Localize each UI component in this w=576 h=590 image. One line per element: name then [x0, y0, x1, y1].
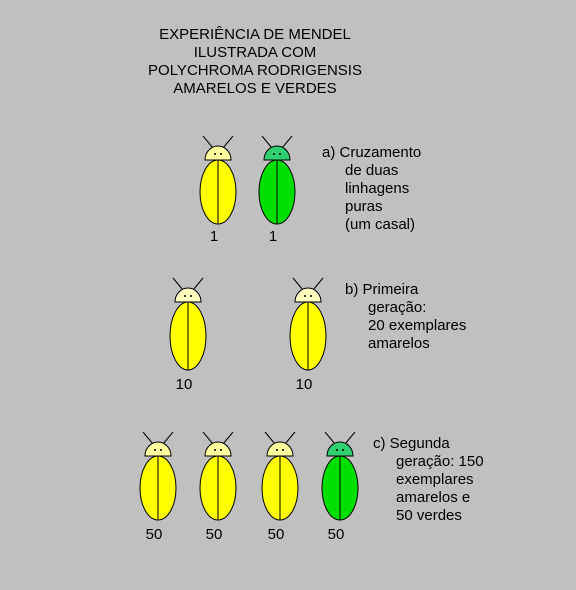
- title-line: ILUSTRADA COM: [194, 44, 317, 61]
- eye: [273, 153, 275, 155]
- description-line: de duas: [345, 162, 398, 179]
- beetle-head: [204, 441, 232, 457]
- count-label: 50: [268, 526, 285, 543]
- eye: [214, 153, 216, 155]
- title-line: EXPERIÊNCIA DE MENDEL: [159, 26, 351, 43]
- eye: [220, 153, 222, 155]
- description-line: amarelos: [368, 335, 430, 352]
- antenna: [281, 135, 293, 149]
- beetle-head: [204, 145, 232, 161]
- description-line: b) Primeira: [345, 281, 419, 298]
- count-label: 50: [146, 526, 163, 543]
- antenna: [192, 277, 204, 291]
- description-line: geração:: [368, 299, 426, 316]
- antenna: [172, 277, 184, 291]
- count-label: 1: [210, 228, 218, 245]
- antenna: [261, 135, 273, 149]
- antenna: [284, 431, 296, 445]
- eye: [276, 449, 278, 451]
- eye: [279, 153, 281, 155]
- eye: [310, 295, 312, 297]
- eye: [304, 295, 306, 297]
- count-label: 1: [269, 228, 277, 245]
- description-line: (um casal): [345, 216, 415, 233]
- antenna: [202, 431, 214, 445]
- beetle-head: [144, 441, 172, 457]
- beetle-head: [266, 441, 294, 457]
- antenna: [312, 277, 324, 291]
- description-line: 20 exemplares: [368, 317, 466, 334]
- eye: [214, 449, 216, 451]
- count-label: 50: [206, 526, 223, 543]
- description-line: 50 verdes: [396, 507, 462, 524]
- description-line: exemplares: [396, 471, 474, 488]
- antenna: [222, 431, 234, 445]
- title-line: POLYCHROMA RODRIGENSIS: [148, 62, 362, 79]
- antenna: [324, 431, 336, 445]
- count-label: 50: [328, 526, 345, 543]
- description-line: a) Cruzamento: [322, 144, 421, 161]
- description-line: c) Segunda: [373, 435, 450, 452]
- count-label: 10: [296, 376, 313, 393]
- description-line: amarelos e: [396, 489, 470, 506]
- eye: [220, 449, 222, 451]
- count-label: 10: [176, 376, 193, 393]
- beetle-head: [263, 145, 291, 161]
- title-line: AMARELOS E VERDES: [173, 80, 336, 97]
- description-line: linhagens: [345, 180, 409, 197]
- eye: [160, 449, 162, 451]
- eye: [184, 295, 186, 297]
- eye: [342, 449, 344, 451]
- description-line: puras: [345, 198, 383, 215]
- antenna: [142, 431, 154, 445]
- antenna: [222, 135, 234, 149]
- antenna: [264, 431, 276, 445]
- antenna: [344, 431, 356, 445]
- eye: [282, 449, 284, 451]
- beetle-head: [294, 287, 322, 303]
- eye: [154, 449, 156, 451]
- antenna: [162, 431, 174, 445]
- eye: [336, 449, 338, 451]
- eye: [190, 295, 192, 297]
- beetle-head: [326, 441, 354, 457]
- antenna: [202, 135, 214, 149]
- beetle-head: [174, 287, 202, 303]
- description-line: geração: 150: [396, 453, 484, 470]
- antenna: [292, 277, 304, 291]
